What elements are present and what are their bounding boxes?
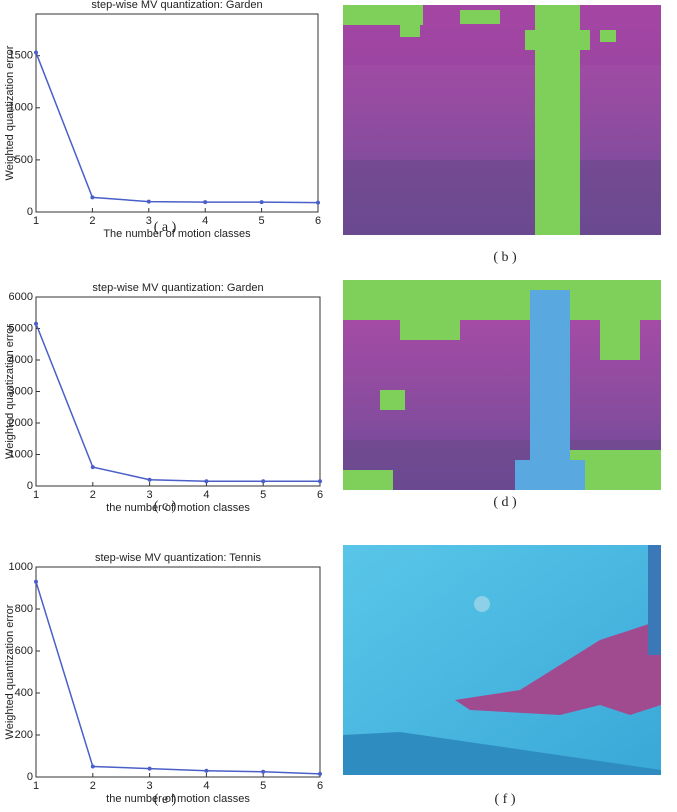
- data-point: [90, 465, 95, 470]
- caption: ( e ): [154, 792, 177, 807]
- data-point: [147, 477, 152, 482]
- x-tick-label: 2: [90, 780, 96, 792]
- x-tick-label: 2: [90, 489, 96, 501]
- x-tick-label: 4: [203, 780, 209, 792]
- x-tick-label: 6: [315, 215, 321, 227]
- y-tick-label: 4000: [9, 354, 33, 366]
- data-point: [147, 766, 152, 771]
- data-point: [34, 50, 38, 55]
- y-tick-label: 6000: [9, 291, 33, 303]
- chart-title: step-wise MV quantization: Garden: [92, 282, 263, 294]
- plot-frame: [35, 296, 321, 487]
- data-point: [204, 768, 209, 773]
- caption: ( b ): [493, 250, 517, 265]
- x-tick-label: 4: [202, 215, 208, 227]
- caption: ( a ): [154, 220, 177, 235]
- data-point: [318, 771, 322, 776]
- data-point: [261, 769, 266, 774]
- data-point: [146, 199, 151, 204]
- y-tick-label: 0: [27, 480, 33, 492]
- data-point: [261, 479, 266, 484]
- y-axis-label: Weighted quantization error: [4, 604, 16, 739]
- data-point: [203, 200, 208, 205]
- image-d: [343, 280, 661, 490]
- caption: ( c ): [154, 499, 177, 514]
- data-point: [34, 579, 38, 584]
- x-tick-label: 6: [317, 489, 323, 501]
- y-tick-label: 1000: [9, 448, 33, 460]
- data-point: [34, 321, 38, 326]
- data-point: [316, 200, 320, 205]
- y-tick-label: 500: [15, 154, 33, 166]
- y-tick-label: 1000: [9, 102, 33, 114]
- y-tick-label: 2000: [9, 417, 33, 429]
- chart-title: step-wise MV quantization: Tennis: [95, 552, 262, 564]
- x-tick-label: 5: [259, 215, 265, 227]
- image-f: [343, 545, 661, 775]
- x-tick-label: 2: [89, 215, 95, 227]
- caption: ( d ): [493, 495, 517, 510]
- data-point: [90, 764, 95, 769]
- x-tick-label: 1: [33, 780, 39, 792]
- x-tick-label: 5: [260, 489, 266, 501]
- data-point: [90, 195, 95, 200]
- plot-frame: [35, 566, 321, 778]
- y-tick-label: 600: [15, 645, 33, 657]
- y-tick-label: 400: [15, 687, 33, 699]
- x-axis-label: the number of motion classes: [106, 502, 250, 514]
- y-axis-label: Weighted quantization error: [4, 45, 16, 180]
- x-tick-label: 4: [203, 489, 209, 501]
- x-tick-label: 1: [33, 215, 39, 227]
- plot-frame: [35, 13, 319, 213]
- y-tick-label: 200: [15, 729, 33, 741]
- data-point: [204, 479, 209, 484]
- x-tick-label: 3: [146, 215, 152, 227]
- x-axis-label: The number of motion classes: [103, 228, 251, 240]
- y-tick-label: 1000: [9, 561, 33, 573]
- image-b: [343, 5, 661, 235]
- data-line: [35, 581, 321, 775]
- data-point: [259, 200, 264, 205]
- data-line: [35, 323, 320, 483]
- x-tick-label: 6: [317, 780, 323, 792]
- chart-title: step-wise MV quantization: Garden: [91, 0, 262, 11]
- data-point: [318, 479, 322, 484]
- x-tick-label: 3: [147, 780, 153, 792]
- x-tick-label: 1: [33, 489, 39, 501]
- y-tick-label: 5000: [9, 322, 33, 334]
- y-tick-label: 800: [15, 603, 33, 615]
- y-tick-label: 0: [27, 206, 33, 218]
- y-axis-label: Weighted quantization error: [4, 324, 16, 459]
- y-tick-label: 1500: [9, 50, 33, 62]
- x-tick-label: 3: [147, 489, 153, 501]
- x-tick-label: 5: [260, 780, 266, 792]
- data-line: [35, 52, 319, 204]
- x-axis-label: the number of motion classes: [106, 793, 250, 805]
- caption: ( f ): [495, 792, 516, 807]
- y-tick-label: 3000: [9, 385, 33, 397]
- y-tick-label: 0: [27, 771, 33, 783]
